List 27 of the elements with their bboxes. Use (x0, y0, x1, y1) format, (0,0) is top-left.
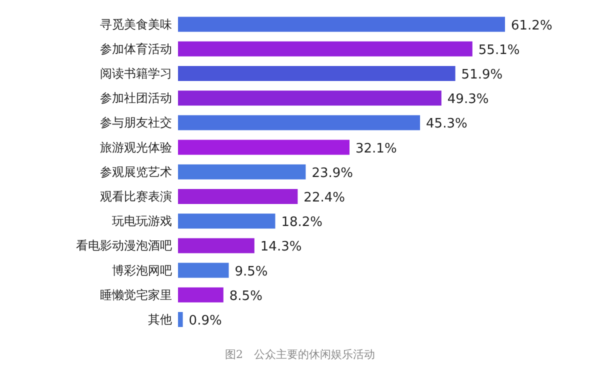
y-tick-label: 博彩泡网吧 (112, 263, 172, 278)
data-label: 22.4% (304, 190, 345, 206)
y-tick-label: 其他 (148, 312, 172, 326)
data-label: 18.2% (281, 215, 323, 230)
y-tick-label: 睡懒觉宅家里 (100, 288, 172, 302)
y-tick-label: 参加体育活动 (100, 42, 172, 56)
caption: 图2 公众主要的休闲娱乐活动 (225, 348, 375, 361)
y-tick-label: 阅读书籍学习 (100, 66, 172, 80)
data-label: 8.5% (229, 288, 262, 304)
y-tick-label: 寻觅美食美味 (100, 17, 172, 32)
data-label: 23.9% (312, 166, 354, 181)
data-label: 51.9% (461, 68, 503, 82)
data-label: 49.3% (447, 92, 489, 108)
data-label: 14.3% (260, 240, 302, 255)
data-label: 32.1% (356, 141, 397, 156)
data-label: 55.1% (478, 42, 520, 58)
y-tick-label: 看电影动漫泡酒吧 (76, 238, 172, 253)
data-label: 9.5% (234, 264, 268, 280)
data-label: 0.9% (188, 314, 222, 328)
y-tick-label: 玩电玩游戏 (112, 214, 172, 228)
y-tick-label: 参加社团活动 (100, 91, 172, 106)
y-tick-label: 参观展览艺术 (100, 164, 172, 179)
data-label: 45.3% (426, 116, 468, 132)
y-tick-label: 旅游观光体验 (100, 140, 172, 154)
y-tick-label: 观看比赛表演 (100, 190, 172, 204)
data-label: 61.2% (511, 18, 552, 34)
y-tick-label: 参与朋友社交 (100, 116, 172, 130)
